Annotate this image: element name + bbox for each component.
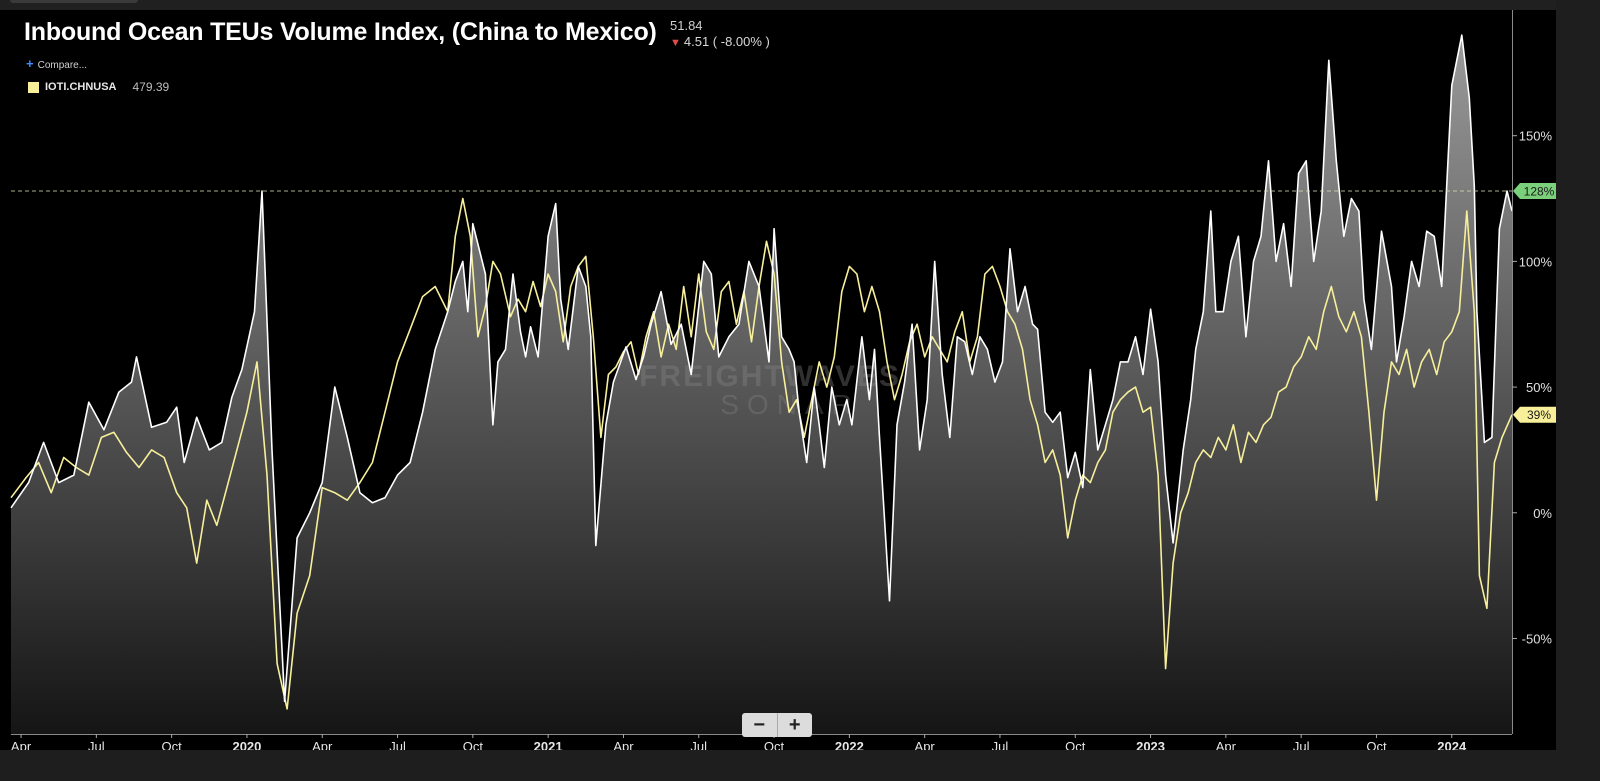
y-tick-label: -50% [1522,631,1553,646]
change-row: ▼ 4.51 ( -8.00% ) [670,34,770,51]
change-value: 4.51 ( -8.00% ) [683,34,770,49]
current-value-badge: 128% [1513,183,1558,199]
compare-value-badge-shape [1513,406,1558,423]
zoom-in-button[interactable]: + [788,713,801,736]
zoom-divider [776,713,778,737]
zoom-out-button[interactable]: − [753,713,766,736]
zoom-control: − + [742,713,812,737]
watermark-line-2: SONAR [720,389,860,420]
legend: IOTI.CHNUSA 479.39 [28,80,169,94]
compare-series-line [10,197,1513,710]
compare-value-badge: 39% [1513,406,1558,423]
series-lines [10,34,1513,710]
main-series-area [11,35,1512,735]
last-value: 51.84 [670,18,703,33]
tab-stub[interactable] [10,0,138,3]
main-series-line [10,34,1513,703]
y-tick-label: 0% [1533,506,1552,521]
legend-value: 479.39 [132,80,170,94]
y-tick-label: 150% [1519,129,1553,144]
legend-swatch [28,81,39,93]
compare-label: Compare... [37,60,88,71]
right-edge-strip [1556,0,1600,781]
y-tick-label: 100% [1519,254,1553,269]
plus-icon: + [26,56,34,71]
compare-button[interactable]: + Compare... [26,56,87,71]
y-tick-label: 50% [1526,380,1552,395]
main-series-fill [11,35,1512,735]
top-toolbar-strip [0,0,1600,10]
current-value-badge-shape [1513,183,1558,199]
legend-symbol[interactable]: IOTI.CHNUSA [45,81,117,93]
page-title: Inbound Ocean TEUs Volume Index, (China … [24,18,657,46]
compare-value-badge-label: 39% [1527,408,1551,422]
y-axis: -50% 0% 50% 100% 150% [1512,10,1552,734]
value-badges: 128% 39% [1513,183,1558,423]
current-value-badge-label: 128% [1524,185,1555,199]
bottom-edge-strip [0,750,1600,781]
price-box: 51.84 ▼ 4.51 ( -8.00% ) [670,18,770,51]
arrow-down-icon: ▼ [670,37,681,49]
